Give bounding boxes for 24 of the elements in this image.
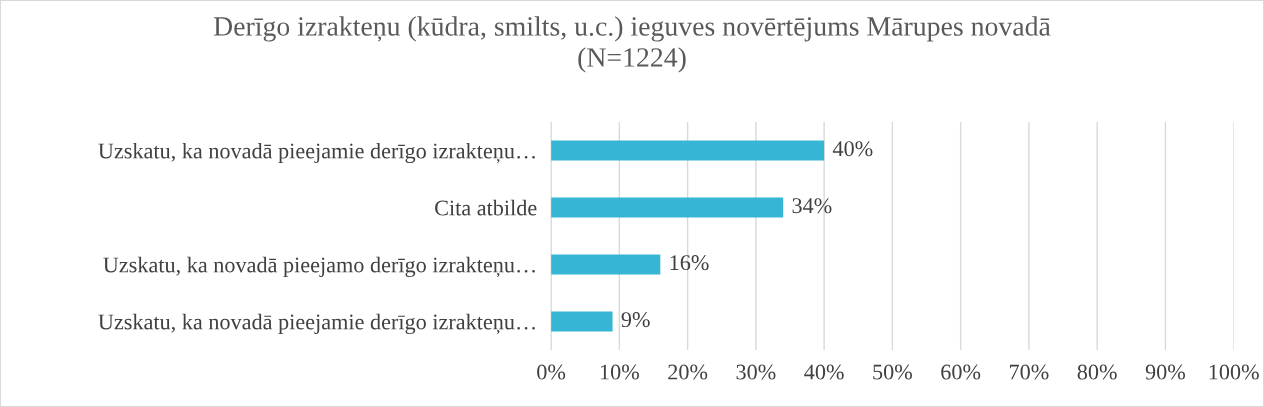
- y-tick-label: Uzskatu, ka novadā pieejamo derīgo izrakteņu…: [103, 256, 535, 278]
- y-tick-label: Cita atbilde: [435, 199, 537, 216]
- x-tick-label: 40%: [804, 364, 844, 380]
- data-label: 34%: [792, 198, 832, 214]
- x-tick-label: 10%: [600, 364, 639, 380]
- x-tick-label: 20%: [668, 364, 708, 380]
- bar: [551, 197, 784, 218]
- x-tick-label: 0%: [537, 364, 566, 380]
- bar: [551, 311, 613, 332]
- x-tick-label: 60%: [941, 364, 981, 380]
- data-label: 16%: [670, 255, 709, 271]
- bar: [551, 140, 825, 161]
- x-tick-label: 50%: [873, 364, 912, 380]
- bar: [551, 254, 661, 275]
- x-tick-label: 70%: [1009, 364, 1049, 380]
- x-tick-label: 90%: [1145, 364, 1186, 380]
- x-tick-label: 80%: [1077, 364, 1117, 380]
- data-label: 40%: [832, 141, 873, 157]
- y-tick-label: Uzskatu, ka novadā pieejamie derīgo izrakteņu…: [98, 142, 535, 164]
- chart-title: Derīgo izrakteņu (kūdra, smilts, u.c.) ieguves novērtējums Mārupes novadā (N=1224): [213, 16, 1051, 73]
- x-tick-label: 100%: [1209, 364, 1259, 380]
- y-tick-label: Uzskatu, ka novadā pieejamie derīgo izrakteņu…: [98, 313, 535, 335]
- data-label: 9%: [621, 312, 650, 328]
- x-tick-label: 30%: [736, 364, 776, 380]
